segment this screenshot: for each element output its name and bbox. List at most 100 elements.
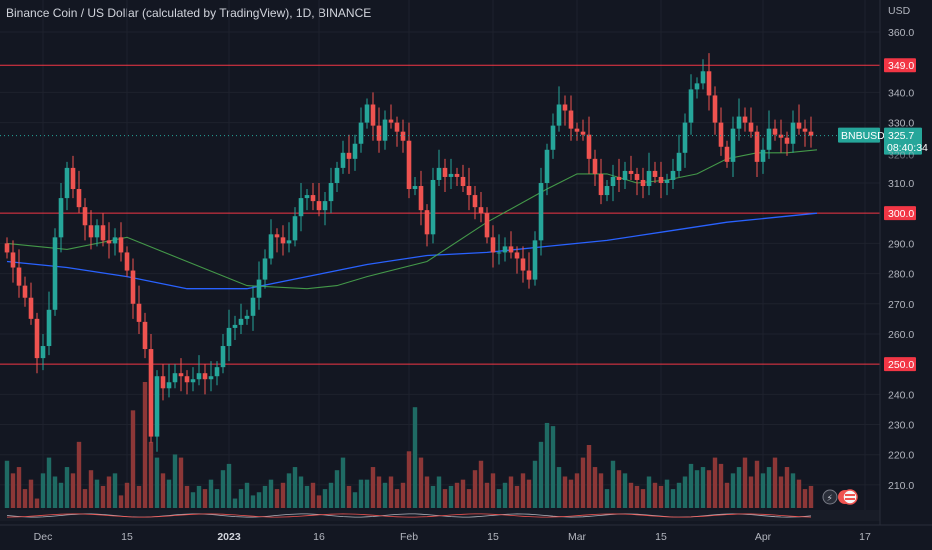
volume-bar <box>256 492 262 508</box>
volume-bar <box>394 489 400 508</box>
moving-averages <box>6 149 818 290</box>
volume-bar <box>484 482 490 508</box>
volume-bar <box>574 473 580 508</box>
price-tick: 230.0 <box>888 420 914 432</box>
time-tick: 15 <box>121 531 133 543</box>
volume-bar <box>130 410 136 508</box>
volume-bar <box>178 457 184 508</box>
volume-bar <box>28 479 34 508</box>
current-price-label: 325.7 <box>888 130 914 142</box>
volume-bar <box>700 467 706 508</box>
volume-bar <box>124 482 130 508</box>
candle-body <box>196 373 202 380</box>
volume-bar <box>382 482 388 508</box>
volume-bar <box>154 457 160 508</box>
volume-bar <box>628 482 634 508</box>
volume-bar <box>622 473 628 508</box>
price-tick: 240.0 <box>888 389 914 401</box>
volume-bar <box>166 479 172 508</box>
price-tick: 210.0 <box>888 480 914 492</box>
volume-bar <box>454 482 460 508</box>
candle-body <box>358 122 364 144</box>
volume-bar <box>232 498 238 508</box>
candle-body <box>532 240 538 280</box>
volume-bar <box>328 482 334 508</box>
candle-body <box>646 170 652 187</box>
price-tick: 280.0 <box>888 269 914 281</box>
volume-bar <box>508 476 514 508</box>
volume-bar <box>556 467 562 508</box>
volume-bar <box>640 489 646 508</box>
current-price-tag <box>884 127 922 155</box>
candle-body <box>82 207 88 226</box>
volume-bar <box>208 479 214 508</box>
indicator-badges: ⚡ <box>822 489 858 505</box>
volume-bar <box>808 485 814 508</box>
oscillator-strip <box>0 510 880 521</box>
volume-bar <box>220 470 226 508</box>
time-tick: Feb <box>400 531 418 543</box>
candle-body <box>424 210 430 235</box>
candle-body <box>184 376 190 383</box>
volume-bar <box>550 426 556 508</box>
candle-body <box>226 327 232 347</box>
volume-bar <box>664 479 670 508</box>
candle-body <box>22 285 28 298</box>
volume-bar <box>244 482 250 508</box>
candle-body <box>472 195 478 208</box>
candle-body <box>334 167 340 183</box>
volume-bar <box>586 445 592 508</box>
candle-body <box>148 349 154 437</box>
candle-body <box>772 128 778 135</box>
volume-bar <box>76 441 82 508</box>
candle-body <box>664 179 670 183</box>
candle-body <box>706 71 712 96</box>
flag-icon-2[interactable] <box>842 489 858 505</box>
level-price-label: 349.0 <box>888 60 914 72</box>
candle-body <box>4 243 10 253</box>
volume-bar <box>184 485 190 508</box>
candle-body <box>574 128 580 132</box>
candle-body <box>136 303 142 322</box>
volume-bar <box>730 473 736 508</box>
horizontal-levels <box>0 64 880 365</box>
candle-body <box>610 176 616 187</box>
volume-bars <box>4 382 814 508</box>
candle-body <box>268 234 274 259</box>
candle-body <box>106 240 112 244</box>
volume-bar <box>10 473 16 508</box>
bar-countdown-label: 08:40:34 <box>887 142 928 154</box>
volume-bar <box>376 476 382 508</box>
volume-bar <box>478 460 484 508</box>
volume-bar <box>460 479 466 508</box>
candle-body <box>580 131 586 135</box>
candle-body <box>808 131 814 136</box>
candle-body <box>454 173 460 177</box>
volume-bar <box>706 470 712 508</box>
candle-body <box>430 179 436 235</box>
time-axis: Dec15202316Feb15Mar15Apr17May15 <box>0 524 932 550</box>
volume-bar <box>604 489 610 508</box>
candle-body <box>478 207 484 214</box>
candle-body <box>310 195 316 202</box>
price-axis: USD 360.0 340.0 330.0 310.0 290.0 280.0 270.0 26… <box>838 0 932 550</box>
lightning-icon[interactable] <box>822 489 838 505</box>
candle-body <box>718 122 724 147</box>
volume-bar <box>544 422 550 508</box>
candle-body <box>142 321 148 350</box>
volume-bar <box>172 454 178 508</box>
volume-bar <box>40 473 46 508</box>
candle-body <box>262 258 268 280</box>
candle-body <box>160 376 166 389</box>
candle-body <box>172 373 178 383</box>
volume-bar <box>196 485 202 508</box>
volume-bar <box>70 473 76 508</box>
volume-bar <box>418 457 424 508</box>
volume-bar <box>400 482 406 508</box>
candle-body <box>448 173 454 177</box>
symbol-label: BNBUSD <box>841 130 885 142</box>
candle-body <box>748 122 754 132</box>
time-tick: 15 <box>487 531 499 543</box>
time-tick: 16 <box>313 531 325 543</box>
